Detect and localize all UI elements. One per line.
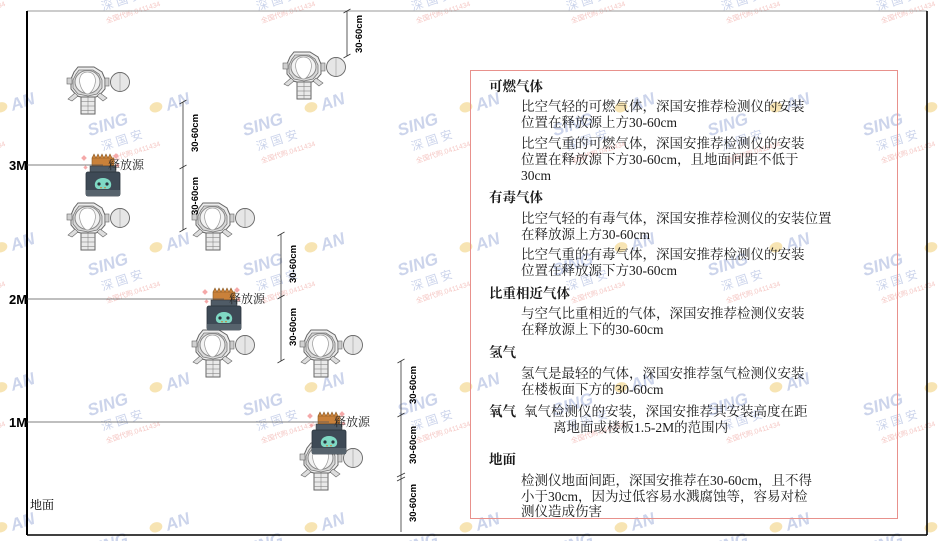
svg-text:2M: 2M — [9, 292, 27, 307]
svg-text:30-60cm: 30-60cm — [288, 308, 299, 346]
svg-text:30-60cm: 30-60cm — [354, 15, 365, 53]
svg-text:地面: 地面 — [30, 497, 54, 512]
svg-text:释放源: 释放源 — [108, 158, 145, 172]
svg-text:30-60cm: 30-60cm — [288, 245, 299, 283]
svg-text:30-60cm: 30-60cm — [408, 426, 419, 464]
svg-text:3M: 3M — [9, 158, 27, 173]
svg-text:30-60cm: 30-60cm — [190, 177, 201, 215]
svg-text:1M: 1M — [9, 415, 27, 430]
svg-text:释放源: 释放源 — [229, 292, 266, 306]
svg-text:30-60cm: 30-60cm — [408, 366, 419, 404]
svg-text:30-60cm: 30-60cm — [190, 114, 201, 152]
svg-text:释放源: 释放源 — [334, 415, 371, 429]
svg-text:30-60cm: 30-60cm — [408, 484, 419, 522]
